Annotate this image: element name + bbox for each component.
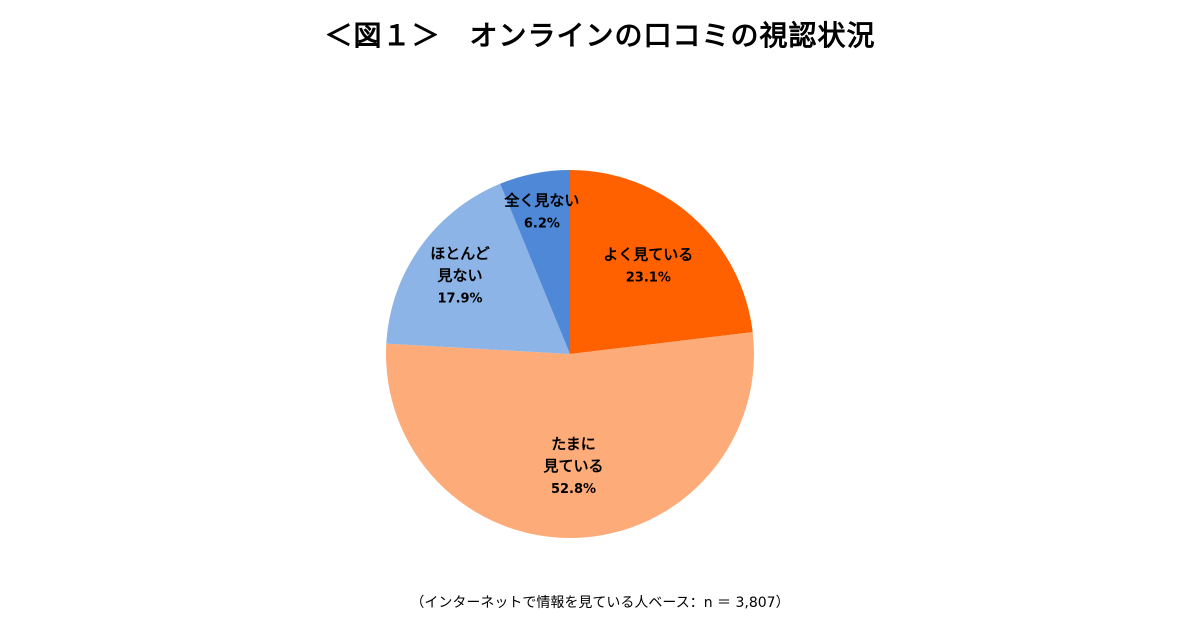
slice-label-2-line-1: 見ない [437,267,483,285]
slice-label-2-line-0: ほとんど [430,245,490,263]
slice-value-label-3: 6.2% [524,217,560,232]
pie-slice-1 [385,332,754,539]
pie-slices [385,170,754,539]
pie-slice-0 [570,170,753,354]
chart-title: ＜図１＞ オンラインの口コミの視認状況 [324,19,876,52]
slice-label-1-line-0: たまに [551,435,596,453]
slice-value-label-1: 52.8% [551,482,596,497]
slice-label-1-line-1: 見ている [543,457,604,475]
slice-value-label-2: 17.9% [437,292,482,307]
sample-note: （インターネットで情報を見ている人ベース：n ＝ 3,807） [410,595,790,611]
slice-label-3-line-0: 全く見ない [503,192,579,210]
slice-label-group-0: よく見ている 23.1% [603,246,693,286]
pie-slice-3 [500,170,570,354]
slice-label-group-3: 全く見ない 6.2% [503,192,579,232]
pie-slice-2 [386,183,570,354]
slice-label-0-line-0: よく見ている [603,246,693,264]
slice-value-label-0: 23.1% [626,271,671,286]
